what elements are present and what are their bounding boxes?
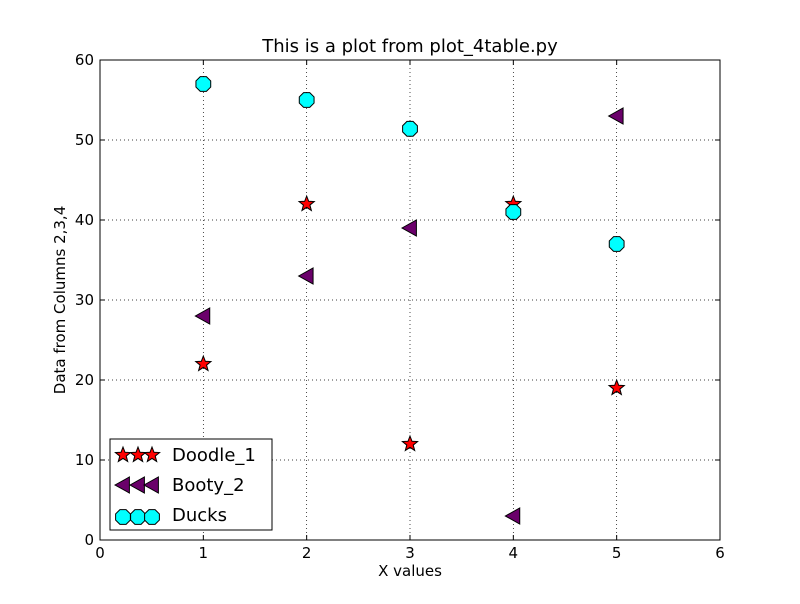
x-axis-label: X values xyxy=(378,562,442,580)
legend-label-ducks: Ducks xyxy=(172,505,227,526)
x-tick-label: 2 xyxy=(302,544,312,562)
y-tick-label: 20 xyxy=(75,371,94,389)
data-point-octagon xyxy=(195,76,212,92)
x-tick-label: 0 xyxy=(95,544,105,562)
y-tick-label: 40 xyxy=(75,211,94,229)
marker-layer xyxy=(194,76,626,525)
legend-label-doodle: Doodle_1 xyxy=(172,445,256,466)
data-point-octagon xyxy=(608,236,625,252)
x-tick-label: 5 xyxy=(612,544,622,562)
x-tick-label: 1 xyxy=(199,544,209,562)
data-point-star xyxy=(607,378,626,396)
data-point-star xyxy=(194,354,213,372)
y-axis-label: Data from Columns 2,3,4 xyxy=(51,206,69,394)
legend-marker-octagon xyxy=(130,509,146,525)
data-point-star xyxy=(401,434,419,452)
data-point-triangle-left xyxy=(400,219,417,237)
x-tick-label: 3 xyxy=(405,544,415,562)
data-point-star xyxy=(297,194,316,212)
data-point-octagon xyxy=(505,204,522,220)
y-tick-label: 60 xyxy=(75,51,94,69)
y-tick-label: 50 xyxy=(75,131,94,149)
legend-markers xyxy=(113,445,161,525)
legend-label-booty: Booty_2 xyxy=(172,475,245,496)
y-tick-label: 10 xyxy=(75,451,94,469)
data-point-octagon xyxy=(298,92,315,108)
y-tick-label: 0 xyxy=(84,531,94,549)
x-tick-label: 4 xyxy=(509,544,519,562)
legend-marker-octagon xyxy=(115,509,131,525)
legend-marker-star xyxy=(143,445,161,463)
data-point-triangle-left xyxy=(297,267,314,285)
data-point-triangle-left xyxy=(607,107,624,125)
chart-title: This is a plot from plot_4table.py xyxy=(261,36,558,57)
legend-marker-octagon xyxy=(144,509,160,525)
x-tick-label: 6 xyxy=(715,544,725,562)
data-point-octagon xyxy=(402,120,418,137)
legend: Doodle_1 Booty_2 Ducks xyxy=(109,438,273,531)
y-tick-label: 30 xyxy=(75,291,94,309)
data-point-triangle-left xyxy=(504,507,521,525)
legend-marker-star xyxy=(114,445,132,463)
data-point-triangle-left xyxy=(194,307,211,325)
legend-marker-triangle-left xyxy=(142,476,159,494)
